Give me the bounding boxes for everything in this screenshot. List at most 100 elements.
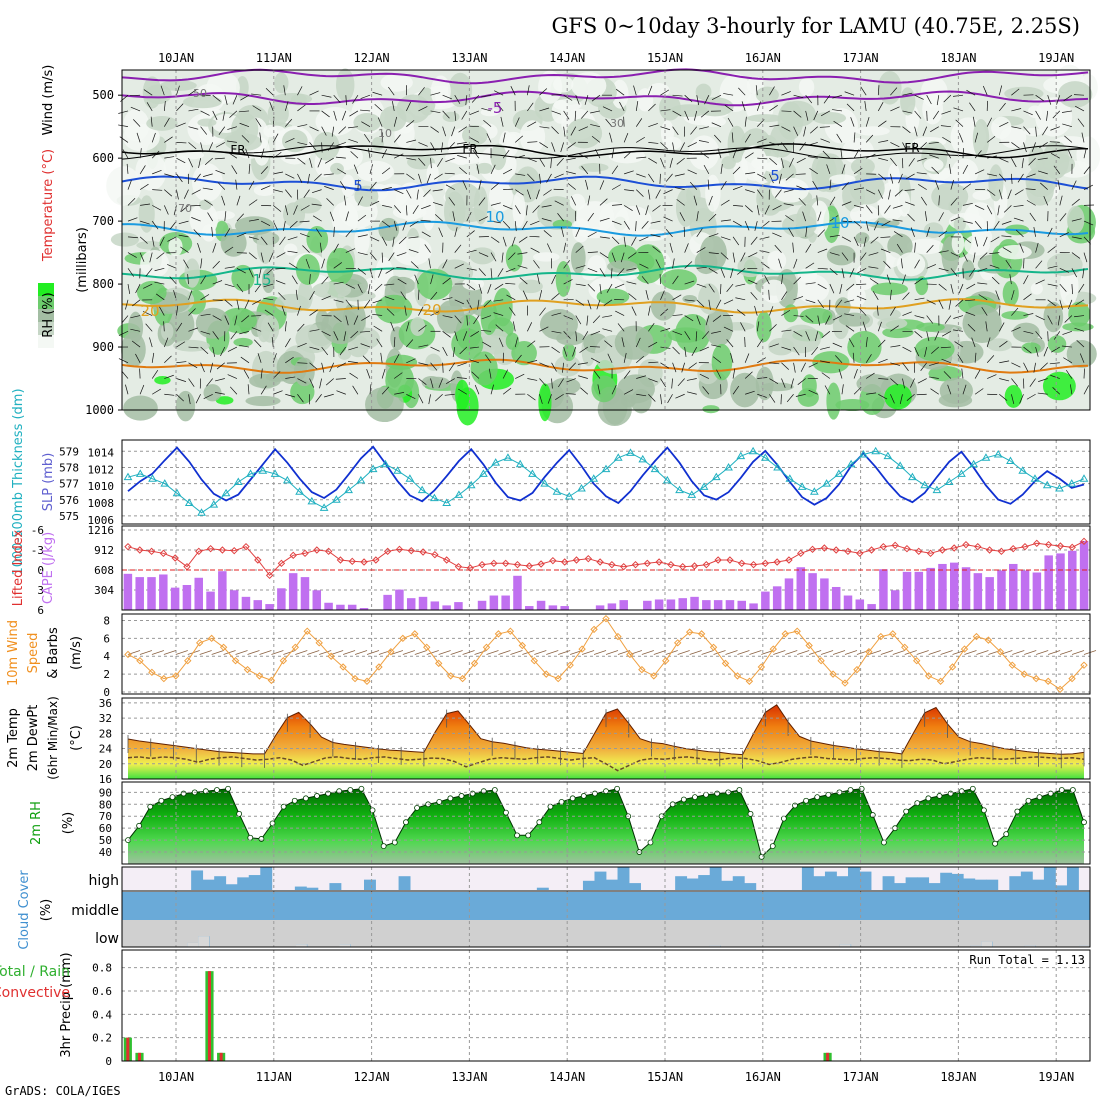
wind-barb [575,227,581,237]
wind-barb [469,359,480,364]
wind-barb [468,346,479,349]
pressure-tick-label: 700 [92,214,114,228]
cloud-cover-bar [260,867,273,890]
wind-barb [902,346,912,353]
wind-barb [720,219,731,222]
li-point [619,562,628,571]
thickness-point [871,446,881,455]
rh-shade-blob [470,351,498,386]
temp-axis-label: 2m Temp [6,708,21,768]
wind-barb [698,140,709,143]
rh-point [1036,794,1043,801]
li-point [230,546,238,555]
wind-barb [978,294,988,301]
wind-barb [641,650,654,655]
li-point [254,556,262,564]
wind-barb [297,378,307,384]
rh-shade-blob [755,86,779,104]
wind-barb [998,322,1005,332]
cape-bar [890,590,900,610]
wind-barb [1053,165,1061,175]
wind-speed-point [602,614,610,623]
wind-barb [636,173,646,178]
wind-barb [420,219,431,222]
wind-barb [151,132,156,143]
wind-barb [748,252,758,258]
cape-tick-label: 1216 [88,524,115,537]
wind-barb [704,95,710,105]
wind-barb [989,264,1000,269]
wind-barb [473,315,480,325]
wind-barb [966,89,976,96]
wind-barb [723,326,734,332]
rh-shade-blob [456,387,479,426]
rh-tick-label: 60 [99,822,112,835]
rh-tick-label: 40 [99,846,112,859]
wind-barb [418,157,426,166]
cloud-cover-bar [582,880,595,890]
wind-barb [793,94,804,99]
wind-barb [986,189,996,196]
li-point [655,558,663,566]
low-cloud-bar [1024,945,1036,947]
wind-barb [906,393,915,401]
wind-barb [558,378,564,388]
wind-barb [696,211,699,222]
wind-barb [164,189,173,197]
li-point [442,556,451,564]
wind-barb [890,87,898,96]
wind-barb [807,156,818,159]
rh-shade-blob [106,166,142,206]
wind-barb [297,323,305,332]
cape-bar [784,578,794,610]
wind-barb [769,142,780,146]
rh-shade-blob [163,154,191,180]
wind-barb [151,220,159,230]
rh-shade-blob [480,108,500,117]
cape-bar [1020,570,1030,610]
wind-barb [926,299,936,305]
wind-barb [1067,299,1073,310]
wind-barb [150,116,153,127]
wind-barb [910,227,915,237]
thickness-point [1067,479,1077,487]
wind-barb [333,331,339,341]
wind-barb [474,650,487,655]
wind-barb [745,172,756,175]
wind-barb [488,368,492,379]
wind-barb [263,297,274,301]
date-label: 12JAN [354,51,390,65]
wind-barb [1083,220,1094,226]
wind-barb [493,299,504,302]
rh-point [981,807,987,814]
dewpoint-axis-label: 2m DewPt [26,705,41,772]
wind-barb [778,173,782,184]
rh-shade-blob [425,353,442,371]
wind-barb [493,312,504,316]
rh-colorbar [38,283,54,348]
rh-point [514,832,520,839]
wind-speed-point [769,645,778,653]
rh-shade-blob [110,232,140,247]
wind-barb [781,110,792,112]
rh-shade-blob [154,376,171,385]
wind-barb [811,346,819,356]
slp-tick-label: 1014 [88,447,115,460]
wind-barb [188,346,199,349]
rh-shade-blob [354,226,370,255]
panel-frame [121,781,1091,865]
cloud-cover-bar [1031,892,1044,920]
wind-barb [884,205,891,214]
wind-barb [284,205,289,216]
wind-barb [635,118,643,127]
rh-shade-blob [696,97,734,117]
wind-barb [551,362,557,372]
wind-barb [241,135,250,143]
wind-barb [853,236,859,247]
wind-barb [769,343,779,348]
wind-barb [611,184,621,190]
wind-barb [234,315,238,326]
wind-barb [1035,110,1041,120]
wind-barb [385,268,395,274]
wind-barb [880,236,891,238]
